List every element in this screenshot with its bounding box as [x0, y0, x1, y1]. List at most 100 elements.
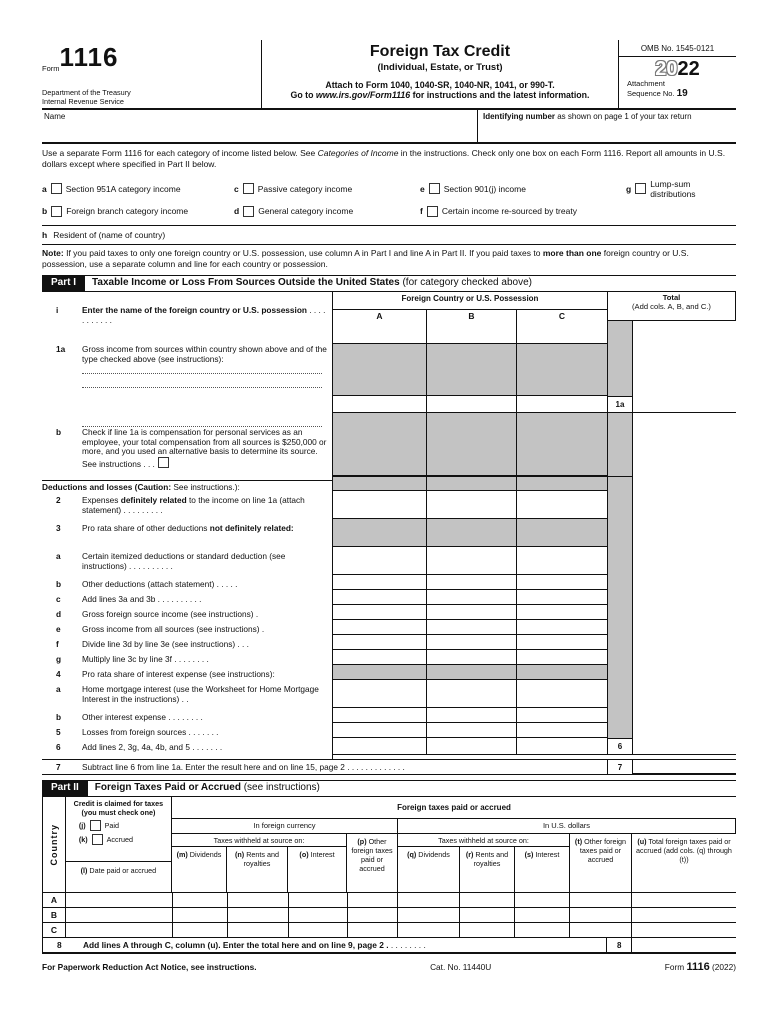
entry-C-s[interactable] [515, 922, 571, 938]
entry-C-m[interactable] [172, 922, 228, 938]
line-1a-writein-2[interactable] [82, 378, 322, 389]
part1-title: Taxable Income or Loss From Sources Outs… [92, 276, 532, 288]
entry-3e-a[interactable] [333, 619, 427, 635]
category-f-label: Certain income re-sourced by treaty [441, 206, 577, 217]
entry-A-u[interactable] [632, 892, 736, 908]
entry-3f-c[interactable] [517, 634, 608, 650]
checkbox-901j[interactable] [428, 183, 440, 195]
entry-3d-c[interactable] [517, 604, 608, 620]
entry-5-c[interactable] [517, 722, 608, 738]
entry-B-n[interactable] [227, 907, 289, 923]
entry-A-p[interactable] [347, 892, 399, 908]
entry-3g-b[interactable] [427, 649, 517, 665]
entry-A-date[interactable] [65, 892, 173, 908]
entry-C-u[interactable] [632, 922, 736, 938]
entry-4a-c[interactable] [517, 679, 608, 708]
entry-2-a[interactable] [333, 490, 427, 519]
entry-3e-b[interactable] [427, 619, 517, 635]
entry-C-date[interactable] [65, 922, 173, 938]
entry-3c-c[interactable] [517, 589, 608, 605]
entry-B-t[interactable] [570, 907, 633, 923]
entry-A-m[interactable] [172, 892, 228, 908]
entry-3d-a[interactable] [333, 604, 427, 620]
line-1a-writein-1[interactable] [82, 364, 322, 375]
checkbox-passive[interactable] [242, 183, 254, 195]
line-h-resident[interactable]: h Resident of (name of country) [42, 224, 736, 245]
entry-4b-c[interactable] [517, 707, 608, 723]
entry-6-a[interactable] [333, 737, 427, 755]
entry-B-r[interactable] [460, 907, 516, 923]
entry-3e-c[interactable] [517, 619, 608, 635]
entry-4b-a[interactable] [333, 707, 427, 723]
entry-C-n[interactable] [227, 922, 289, 938]
entry-B-s[interactable] [515, 907, 571, 923]
entry-B-o[interactable] [288, 907, 348, 923]
entry-4b-b[interactable] [427, 707, 517, 723]
entry-A-q[interactable] [398, 892, 461, 908]
entry-3c-a[interactable] [333, 589, 427, 605]
entry-B-u[interactable] [632, 907, 736, 923]
entry-i-c[interactable] [517, 320, 608, 344]
paid-checkbox[interactable] [89, 819, 101, 831]
checkbox-treaty[interactable] [426, 205, 438, 217]
entry-2-c[interactable] [517, 490, 608, 519]
entry-B-date[interactable] [65, 907, 173, 923]
entry-i-a[interactable] [333, 320, 427, 344]
name-field[interactable]: Name [42, 110, 478, 142]
entry-1a-c[interactable] [517, 395, 608, 413]
entry-4a-b[interactable] [427, 679, 517, 708]
entry-C-o[interactable] [288, 922, 348, 938]
entry-3b-c[interactable] [517, 574, 608, 590]
entry-A-s[interactable] [515, 892, 571, 908]
entry-3a-b[interactable] [427, 546, 517, 575]
entry-i-b[interactable] [427, 320, 517, 344]
entry-B-p[interactable] [347, 907, 399, 923]
entry-3c-b[interactable] [427, 589, 517, 605]
line-1b-checkbox[interactable] [157, 457, 169, 469]
entry-6-total[interactable] [633, 737, 736, 755]
entry-3d-b[interactable] [427, 604, 517, 620]
entry-1a-a[interactable] [333, 395, 427, 413]
entry-C-q[interactable] [398, 922, 461, 938]
entry-C-p[interactable] [347, 922, 399, 938]
part2-row-B: B [43, 907, 736, 923]
checkbox-lumpsum[interactable] [635, 183, 647, 195]
entry-7-total[interactable] [633, 760, 736, 774]
entry-8-total[interactable] [632, 938, 736, 952]
entry-C-r[interactable] [460, 922, 516, 938]
form-title: Foreign Tax Credit [369, 43, 511, 60]
entry-A-o[interactable] [288, 892, 348, 908]
checkbox-foreign-branch[interactable] [51, 205, 63, 217]
entry-A-t[interactable] [570, 892, 633, 908]
entry-6-b[interactable] [427, 737, 517, 755]
row-4a-entries [333, 679, 736, 708]
entry-1a-b[interactable] [427, 395, 517, 413]
entry-A-n[interactable] [227, 892, 289, 908]
category-checkboxes: a Section 951A category income c Passive c… [42, 179, 736, 217]
entry-3a-a[interactable] [333, 546, 427, 575]
checkbox-951a[interactable] [50, 183, 62, 195]
entry-B-m[interactable] [172, 907, 228, 923]
entry-3b-b[interactable] [427, 574, 517, 590]
checkbox-general[interactable] [243, 205, 255, 217]
entry-4a-a[interactable] [333, 679, 427, 708]
entry-5-b[interactable] [427, 722, 517, 738]
entry-5-a[interactable] [333, 722, 427, 738]
entry-6-c[interactable] [517, 737, 608, 755]
entry-B-q[interactable] [398, 907, 461, 923]
entry-2-b[interactable] [427, 490, 517, 519]
entry-1a-total[interactable] [633, 395, 736, 413]
entry-A-r[interactable] [460, 892, 516, 908]
entry-3a-c[interactable] [517, 546, 608, 575]
entry-3g-c[interactable] [517, 649, 608, 665]
line-1a-writein-3[interactable] [82, 417, 322, 427]
col-m-header: (m) Dividends [172, 846, 227, 892]
identifying-number-field[interactable]: Identifying number as shown on page 1 of… [483, 112, 692, 121]
entry-C-t[interactable] [570, 922, 633, 938]
entry-3g-a[interactable] [333, 649, 427, 665]
entry-3b-a[interactable] [333, 574, 427, 590]
entry-3f-a[interactable] [333, 634, 427, 650]
entry-3f-b[interactable] [427, 634, 517, 650]
row-3g-entries [333, 649, 736, 665]
accrued-checkbox[interactable] [91, 833, 103, 845]
